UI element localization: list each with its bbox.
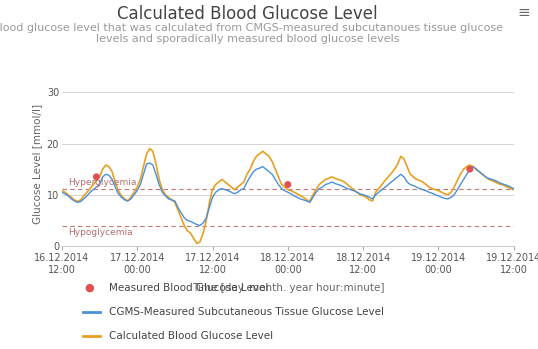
Point <box>465 166 474 172</box>
Point <box>92 174 101 180</box>
Text: CGMS-Measured Subcutaneous Tissue Glucose Level: CGMS-Measured Subcutaneous Tissue Glucos… <box>109 307 384 317</box>
Text: ≡: ≡ <box>517 5 530 20</box>
Text: ●: ● <box>84 283 94 293</box>
Point <box>284 182 292 187</box>
Y-axis label: Glucose Level [mmol/l]: Glucose Level [mmol/l] <box>33 104 43 224</box>
Text: Hyperglycemia: Hyperglycemia <box>68 178 137 187</box>
Text: Calculated Blood Glucose Level: Calculated Blood Glucose Level <box>117 5 378 23</box>
Text: Measured Blood Glucose Level: Measured Blood Glucose Level <box>109 283 268 293</box>
Text: Calculated Blood Glucose Level: Calculated Blood Glucose Level <box>109 331 273 341</box>
Text: Hypoglycemia: Hypoglycemia <box>68 228 133 237</box>
Text: Blood glucose level that was calculated from CMGS-measured subcutanoues tissue g: Blood glucose level that was calculated … <box>0 23 503 44</box>
X-axis label: Time [day. month. year hour:minute]: Time [day. month. year hour:minute] <box>192 283 384 293</box>
